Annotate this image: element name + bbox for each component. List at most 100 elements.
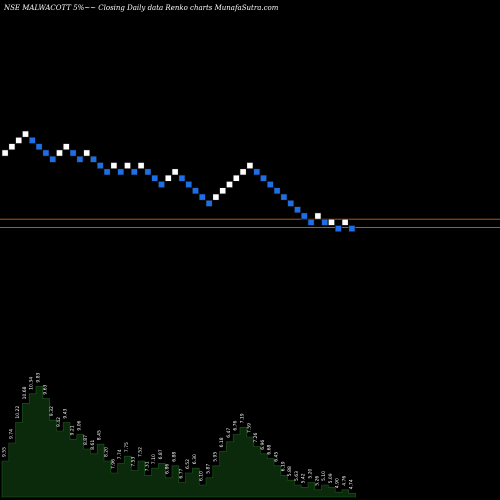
brick-value-label-36: 7.19 <box>240 413 246 423</box>
brick-up-35 <box>232 174 240 182</box>
brick-down-46 <box>307 218 315 226</box>
brick-value-label-29: 6.30 <box>192 454 198 464</box>
brick-up-32 <box>212 193 220 201</box>
renko-bricks <box>1 130 356 232</box>
brick-value-label-13: 8.87 <box>83 435 89 445</box>
brick-value-label-5: 10.34 <box>29 377 35 390</box>
brick-value-label-40: 6.68 <box>267 444 273 454</box>
brick-value-label-48: 5.10 <box>321 471 327 481</box>
brick-down-18 <box>117 168 125 176</box>
brick-value-label-50: 4.90 <box>335 478 341 488</box>
brick-down-6 <box>35 143 43 151</box>
brick-value-label-15: 8.45 <box>97 430 103 440</box>
brick-up-47 <box>314 212 322 220</box>
brick-value-label-31: 5.87 <box>206 464 212 474</box>
brick-down-12 <box>76 155 84 163</box>
brick-value-label-27: 6.77 <box>178 468 184 478</box>
brick-up-36 <box>239 168 247 176</box>
brick-value-label-52: 4.74 <box>348 479 354 489</box>
brick-value-label-20: 7.53 <box>131 456 137 466</box>
brick-down-45 <box>300 212 308 220</box>
brick-value-label-22: 7.31 <box>144 461 150 471</box>
brick-value-label-47: 5.26 <box>314 476 320 486</box>
brick-down-23 <box>151 174 159 182</box>
brick-up-2 <box>8 143 16 151</box>
brick-up-49 <box>328 218 335 226</box>
brick-value-label-28: 6.52 <box>185 459 191 469</box>
brick-value-label-25: 6.86 <box>165 464 171 474</box>
brick-up-34 <box>226 181 233 188</box>
brick-down-48 <box>321 218 329 226</box>
brick-down-44 <box>294 206 301 214</box>
brick-value-label-3: 10.22 <box>15 406 21 419</box>
brick-down-24 <box>158 181 165 188</box>
brick-value-label-16: 8.20 <box>104 447 110 457</box>
brick-value-label-7: 9.63 <box>42 384 48 394</box>
brick-value-label-4: 10.68 <box>22 386 28 399</box>
brick-up-26 <box>171 168 179 176</box>
brick-down-14 <box>90 155 97 163</box>
brick-value-label-11: 9.21 <box>70 425 76 435</box>
brick-up-13 <box>83 149 91 157</box>
brick-value-label-17: 7.96 <box>110 459 116 469</box>
brick-up-3 <box>15 137 23 144</box>
brick-value-label-46: 5.20 <box>308 468 314 478</box>
brick-down-8 <box>49 155 57 163</box>
volume-area <box>1 386 356 498</box>
brick-down-39 <box>260 174 267 182</box>
brick-down-43 <box>287 200 295 207</box>
brick-value-label-39: 6.96 <box>260 440 266 450</box>
brick-value-label-2: 9.74 <box>8 429 14 439</box>
chart-title: NSE MALWACOTT 5%~~ Closing Daily data Re… <box>3 4 279 12</box>
brick-value-label-1: 9.55 <box>2 447 8 457</box>
brick-up-17 <box>110 162 118 169</box>
brick-up-33 <box>219 187 227 195</box>
brick-up-9 <box>56 149 63 157</box>
brick-value-label-26: 6.88 <box>172 452 178 462</box>
brick-value-label-37: 7.59 <box>246 423 252 433</box>
brick-value-label-21: 7.52 <box>138 447 144 457</box>
brick-up-19 <box>124 162 131 169</box>
brick-down-31 <box>205 200 213 207</box>
brick-down-5 <box>28 137 36 144</box>
brick-down-22 <box>144 168 152 176</box>
brick-up-10 <box>62 143 70 151</box>
brick-down-50 <box>334 225 342 232</box>
brick-down-42 <box>280 193 288 201</box>
brick-value-label-34: 6.47 <box>226 428 232 438</box>
brick-down-11 <box>69 149 77 157</box>
brick-down-52 <box>348 225 356 232</box>
brick-value-label-41: 6.45 <box>274 452 280 462</box>
brick-up-37 <box>246 162 254 169</box>
brick-value-label-23: 7.10 <box>151 454 157 464</box>
brick-down-28 <box>185 181 193 188</box>
brick-value-label-43: 5.88 <box>287 466 293 476</box>
brick-value-label-8: 9.32 <box>49 406 55 416</box>
brick-value-label-35: 6.76 <box>233 420 239 430</box>
brick-down-7 <box>42 149 50 157</box>
brick-value-label-32: 5.95 <box>212 452 218 462</box>
brick-down-27 <box>178 174 186 182</box>
brick-value-label-19: 7.75 <box>124 442 130 452</box>
brick-up-25 <box>164 174 172 182</box>
brick-value-label-14: 8.61 <box>90 440 96 450</box>
brick-down-29 <box>192 187 199 195</box>
brick-value-label-12: 9.06 <box>76 420 82 430</box>
brick-value-label-51: 4.76 <box>342 476 348 486</box>
brick-value-label-49: 5.09 <box>328 473 334 483</box>
volume-fill <box>1 386 356 498</box>
brick-down-16 <box>103 168 111 176</box>
brick-up-51 <box>341 218 349 226</box>
brick-up-21 <box>137 162 145 169</box>
brick-value-label-45: 5.42 <box>301 473 307 483</box>
brick-down-20 <box>130 168 138 176</box>
brick-value-label-30: 6.10 <box>199 471 205 481</box>
brick-down-41 <box>273 187 281 195</box>
brick-value-label-33: 6.18 <box>219 437 225 447</box>
brick-up-4 <box>22 130 29 138</box>
brick-up-1 <box>1 149 9 157</box>
brick-down-30 <box>198 193 206 201</box>
brick-down-40 <box>266 181 274 188</box>
